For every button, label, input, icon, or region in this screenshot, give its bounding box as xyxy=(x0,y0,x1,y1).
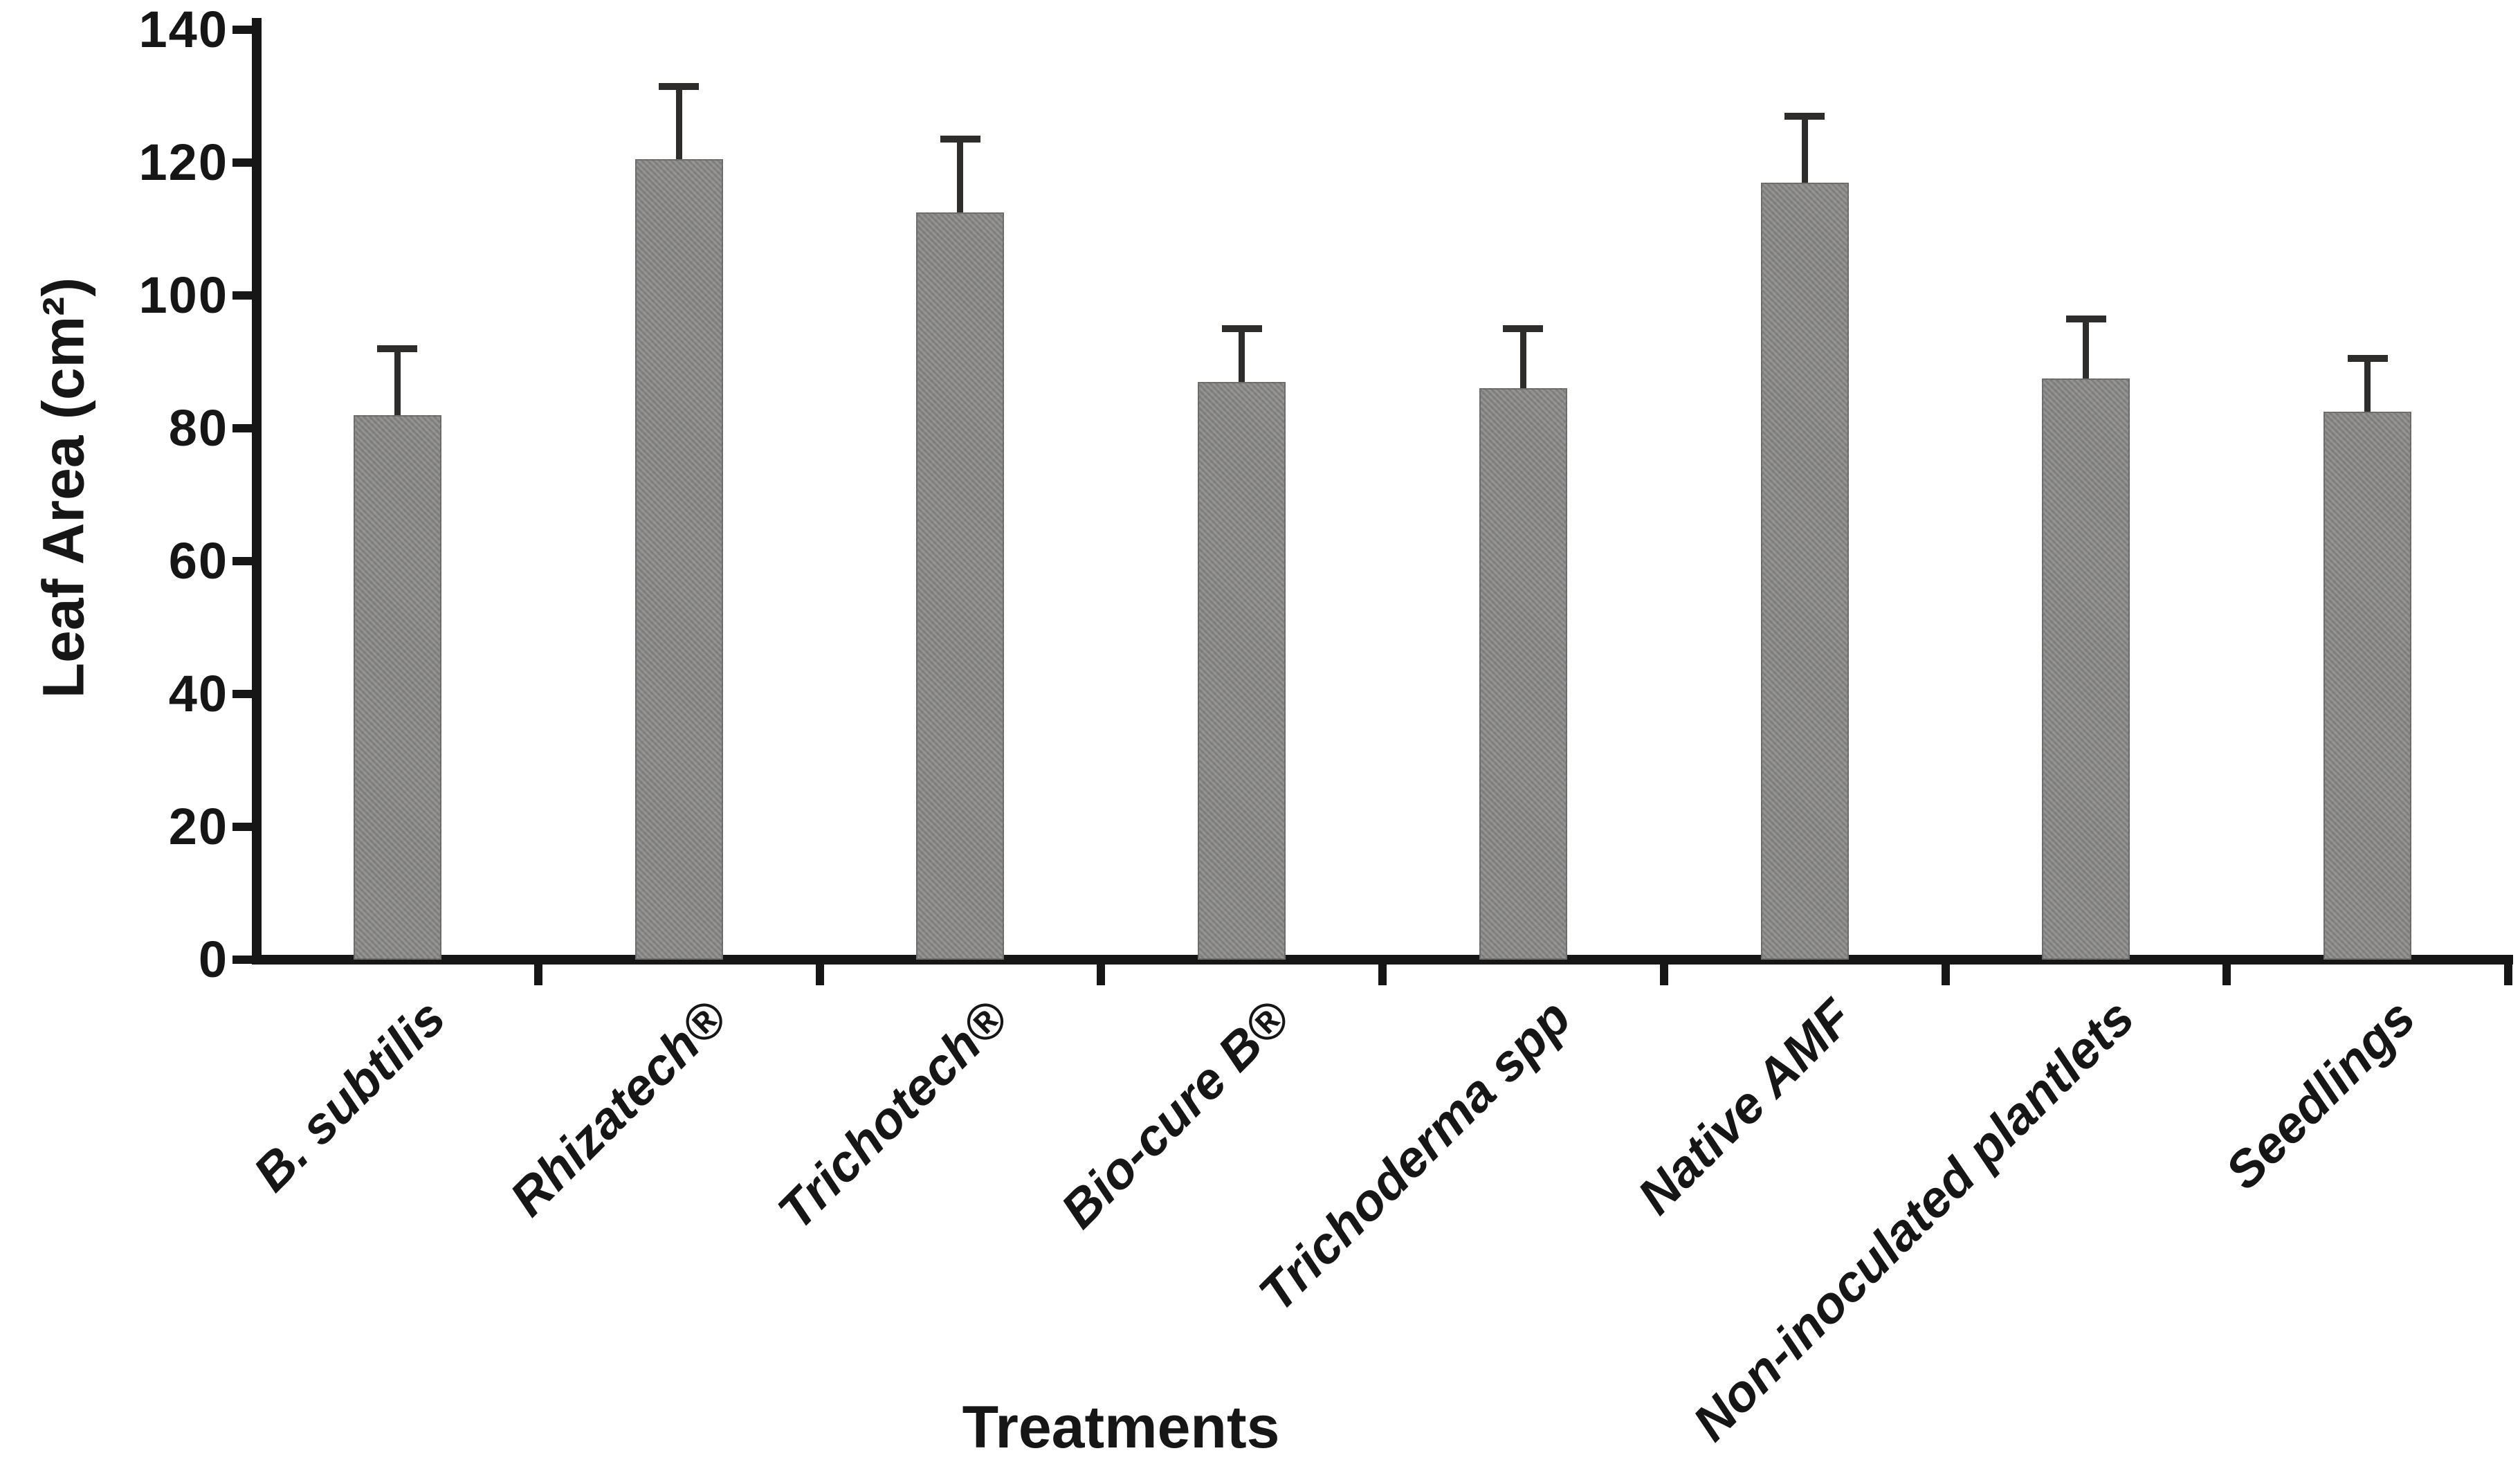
error-bar-cap xyxy=(2065,315,2106,322)
y-tick xyxy=(232,956,252,964)
x-category-label: B. subtilis xyxy=(242,988,456,1203)
y-tick-label: 80 xyxy=(168,399,228,457)
y-axis-line xyxy=(252,18,262,965)
y-tick-label: 100 xyxy=(138,266,228,324)
error-bar-stem xyxy=(957,139,964,212)
error-bar-stem xyxy=(1801,116,1808,183)
bar xyxy=(916,212,1005,960)
y-tick-label: 120 xyxy=(138,134,228,191)
error-bar-stem xyxy=(1519,329,1526,389)
x-tick xyxy=(1941,965,1950,985)
y-tick-label: 60 xyxy=(168,532,228,590)
x-category-label: Native AMF xyxy=(1626,988,1863,1225)
x-tick xyxy=(2504,965,2512,985)
bar xyxy=(1760,182,1849,960)
x-tick xyxy=(533,965,542,985)
y-tick-label: 40 xyxy=(168,665,228,722)
y-tick xyxy=(232,291,252,300)
x-category-label: Bio-cure B® xyxy=(1050,988,1301,1239)
x-category-label: Non-inoculated plantlets xyxy=(1681,988,2145,1452)
x-tick xyxy=(1659,965,1668,985)
x-tick xyxy=(815,965,824,985)
y-tick-label: 0 xyxy=(198,931,228,988)
x-axis-line xyxy=(252,955,2513,965)
error-bar-stem xyxy=(2364,358,2371,412)
error-bar-stem xyxy=(394,348,401,415)
y-tick-label: 140 xyxy=(138,1,228,58)
x-category-label: Seedlings xyxy=(2214,988,2427,1200)
error-bar-cap xyxy=(2347,355,2388,363)
y-tick xyxy=(232,26,252,34)
y-tick xyxy=(232,424,252,432)
error-bar-cap xyxy=(940,136,980,143)
y-tick xyxy=(232,690,252,698)
bar xyxy=(1479,388,1567,960)
y-tick xyxy=(232,158,252,167)
y-tick xyxy=(232,557,252,565)
error-bar-stem xyxy=(675,86,682,160)
error-bar-cap xyxy=(1503,325,1544,332)
x-tick xyxy=(2222,965,2231,985)
y-tick xyxy=(232,823,252,831)
error-bar-stem xyxy=(1239,329,1245,382)
bar xyxy=(2042,378,2130,960)
bar xyxy=(353,414,441,960)
bar xyxy=(2323,412,2412,960)
bar xyxy=(1198,381,1286,960)
bar xyxy=(634,159,723,960)
error-bar-cap xyxy=(659,82,700,90)
x-category-label: Rhizatech® xyxy=(499,988,738,1227)
x-category-label: Trichoderma spp xyxy=(1248,988,1582,1322)
x-tick xyxy=(1097,965,1106,985)
x-category-label: Trichotech® xyxy=(767,988,1019,1241)
x-axis-title: Treatments xyxy=(962,1394,1280,1461)
y-axis-title: Leaf Area (cm²) xyxy=(30,277,96,699)
x-tick xyxy=(1378,965,1387,985)
error-bar-cap xyxy=(1221,325,1262,332)
error-bar-cap xyxy=(377,345,418,352)
y-tick-label: 20 xyxy=(168,798,228,855)
error-bar-cap xyxy=(1784,112,1825,120)
error-bar-stem xyxy=(2083,318,2090,378)
